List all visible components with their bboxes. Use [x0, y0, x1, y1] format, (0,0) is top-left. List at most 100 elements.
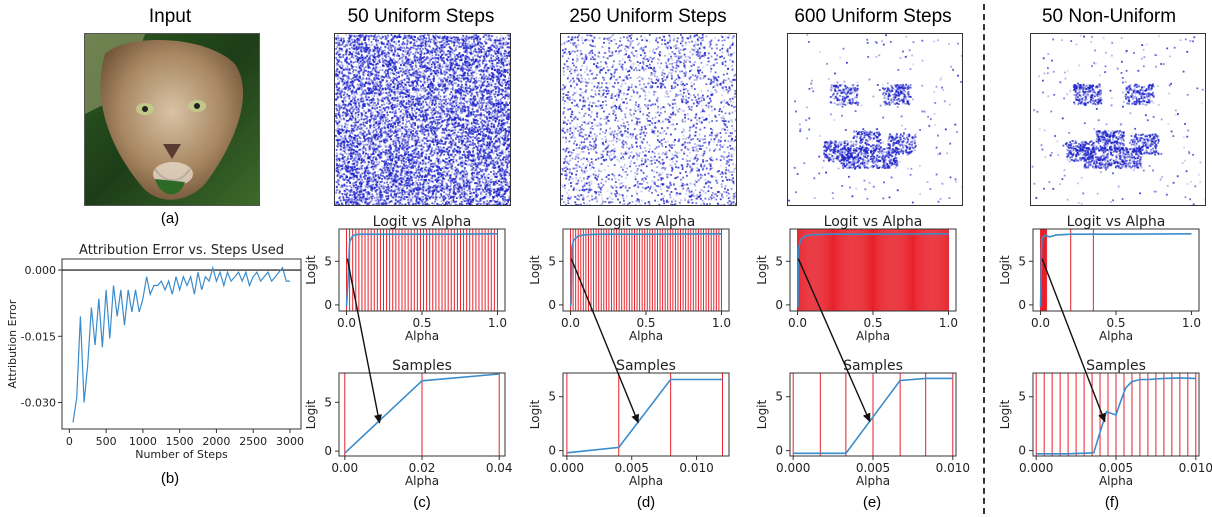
x-tick-label: 0.010	[1179, 461, 1212, 475]
x-tick-label: 0.0	[788, 316, 807, 330]
y-tick-label: 5	[775, 390, 783, 404]
y-axis-label: Logit	[528, 255, 542, 285]
x-axis-label: Alpha	[405, 329, 439, 343]
small-chart-title: Logit vs Alpha	[1067, 214, 1166, 230]
small-chart-title: Samples	[616, 358, 676, 374]
attribution-map-noise	[1031, 34, 1207, 206]
y-axis-label: Logit	[755, 255, 769, 285]
x-tick-label: 0.000	[550, 461, 584, 475]
y-tick-label: 0.000	[25, 264, 57, 277]
x-tick-label: 1.0	[1182, 316, 1201, 330]
attribution-map-50-uniform	[334, 33, 512, 207]
x-tick-label: 0.000	[1019, 461, 1053, 475]
x-tick-label: 0.005	[615, 461, 649, 475]
small-chart-title: Samples	[1086, 358, 1146, 374]
small-chart-bottom-3: Samples 0.000 0.005 0.010 0 5 Alpha Logit	[998, 358, 1212, 488]
y-tick-label: 5	[548, 390, 556, 404]
col-title-600-uniform: 600 Uniform Steps	[794, 6, 952, 27]
x-tick-label: 1.0	[488, 316, 507, 330]
y-axis-label: Logit	[528, 399, 542, 429]
attribution-map-600-uniform	[787, 33, 964, 206]
series-line	[72, 265, 290, 423]
x-axis-label: Alpha	[1099, 474, 1133, 488]
cougar-image	[85, 34, 259, 205]
x-tick-label: 0.02	[409, 461, 436, 475]
label-c: (c)	[413, 494, 431, 511]
zoom-arrow	[570, 258, 639, 424]
x-tick-label: 0	[66, 435, 73, 448]
label-d: (d)	[636, 494, 656, 511]
y-tick-label: 5	[775, 254, 783, 268]
x-tick-label: 0.000	[776, 461, 810, 475]
attribution-map-250-uniform	[560, 33, 738, 207]
series-line	[344, 373, 500, 454]
x-tick-label: 0.5	[1106, 316, 1125, 330]
y-tick-label: -0.015	[21, 330, 56, 343]
series-line	[1036, 377, 1196, 455]
y-tick-label: 0	[775, 444, 783, 458]
x-tick-label: 0.5	[863, 316, 882, 330]
y-axis-label: Logit	[998, 399, 1012, 429]
chart-title: Attribution Error vs. Steps Used	[79, 243, 284, 258]
y-axis-label: Logit	[755, 399, 769, 429]
y-tick-label: 0	[324, 298, 332, 312]
small-chart-title: Samples	[392, 358, 452, 374]
x-axis-label: Number of Steps	[135, 448, 228, 461]
series-line	[1039, 233, 1192, 307]
x-tick-label: 1000	[129, 435, 157, 448]
x-tick-label: 3000	[276, 435, 304, 448]
col-title-50-uniform: 50 Uniform Steps	[347, 6, 495, 27]
label-f: (f)	[1104, 494, 1120, 511]
series-line	[345, 233, 498, 307]
y-tick-label: 0	[1018, 444, 1026, 458]
attribution-map-noise	[335, 34, 512, 207]
small-chart-bottom-2: Samples 0.000 0.005 0.010 0 5 Alpha Logit	[755, 358, 970, 488]
label-b: (b)	[160, 470, 180, 487]
x-tick-label: 1500	[166, 435, 194, 448]
x-axis-label: Alpha	[629, 474, 663, 488]
x-tick-label: 2500	[239, 435, 267, 448]
attribution-error-chart: Attribution Error vs. Steps Used 0 500 1000…	[6, 243, 304, 461]
input-title: Input	[148, 6, 192, 27]
y-tick-label: 5	[324, 395, 332, 409]
zoom-arrow	[797, 258, 871, 423]
x-tick-label: 0.005	[856, 461, 890, 475]
small-chart-title: Logit vs Alpha	[824, 214, 923, 230]
x-tick-label: 2000	[202, 435, 230, 448]
y-tick-label: 5	[1018, 390, 1026, 404]
x-tick-label: 0.5	[412, 316, 431, 330]
column-divider	[983, 4, 985, 514]
small-chart-top-2: Logit vs Alpha 0.0 0.5 1.0 0 5 Alpha Logit	[755, 214, 958, 343]
small-chart-title: Logit vs Alpha	[373, 214, 472, 230]
x-axis-label: Alpha	[856, 474, 890, 488]
col-title-50-nonuniform: 50 Non-Uniform	[1041, 6, 1177, 27]
zoom-arrow	[1041, 258, 1106, 423]
x-tick-label: 0.5	[636, 316, 655, 330]
x-tick-label: 0.0	[337, 316, 356, 330]
attribution-map-noise	[788, 34, 964, 204]
x-tick-label: 0.04	[486, 461, 513, 475]
x-tick-label: 1.0	[712, 316, 731, 330]
label-e: (e)	[862, 494, 882, 511]
plot-frame	[562, 372, 730, 457]
small-chart-top-3: Logit vs Alpha 0.0 0.5 1.0 0 5 Alpha Logit	[998, 214, 1201, 343]
x-axis-label: Alpha	[1099, 329, 1133, 343]
attribution-map-50-nonuniform	[1030, 33, 1207, 206]
y-tick-label: 0	[775, 298, 783, 312]
small-chart-title: Logit vs Alpha	[597, 214, 696, 230]
x-tick-label: 500	[96, 435, 117, 448]
label-a: (a)	[160, 210, 180, 227]
small-chart-bottom-1: Samples 0.000 0.005 0.010 0 5 Alpha Logit	[528, 358, 730, 488]
x-axis-label: Alpha	[405, 474, 439, 488]
x-tick-label: 0.010	[679, 461, 713, 475]
series-line	[797, 233, 949, 308]
y-axis-label: Logit	[304, 399, 318, 429]
x-tick-label: 0.010	[936, 461, 970, 475]
x-tick-label: 1.0	[939, 316, 958, 330]
y-axis-label: Logit	[998, 255, 1012, 285]
x-tick-label: 0.00	[331, 461, 358, 475]
y-tick-label: 0	[324, 444, 332, 458]
zoom-arrow	[346, 258, 382, 424]
small-chart-title: Samples	[843, 358, 903, 374]
